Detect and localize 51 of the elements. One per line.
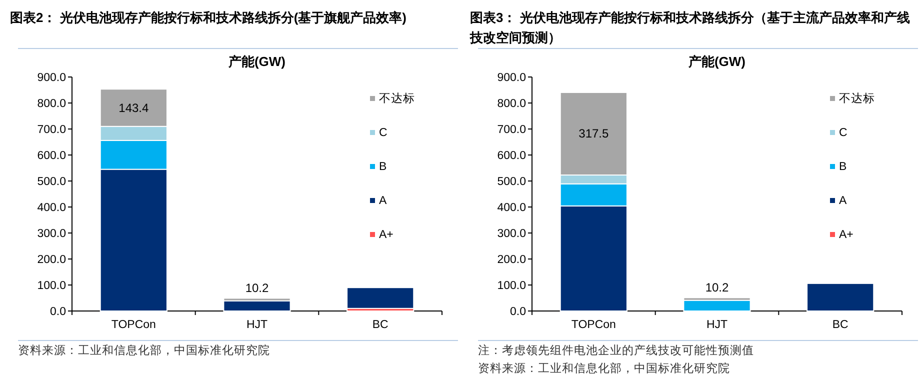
y-tick-label: 900.0 <box>497 72 526 84</box>
y-tick-label: 400.0 <box>497 202 526 214</box>
legend-label: A+ <box>379 229 394 241</box>
text: 资料来源：工业和信息化部，中国标准化研究院 <box>478 361 731 377</box>
y-tick-label: 200.0 <box>497 254 526 266</box>
y-tick-label: 0.0 <box>510 306 526 318</box>
data-label: 143.4 <box>118 100 150 115</box>
y-tick-label: 700.0 <box>37 124 66 136</box>
y-tick-label: 100.0 <box>497 280 526 292</box>
bar <box>683 300 751 312</box>
chart-title: 图表2： 光伏电池现存产能按行标和技术路线拆分(基于旗舰产品效率) <box>10 9 408 27</box>
data-label: 10.2 <box>245 281 269 296</box>
x-tick-label: HJT <box>246 319 268 331</box>
y-tick-label: 700.0 <box>497 124 526 136</box>
x-tick-label: BC <box>372 319 388 331</box>
y-tick-label: 900.0 <box>37 72 66 84</box>
chart-subtitle: 产能(GW) <box>687 54 746 69</box>
legend-label: B <box>839 161 847 173</box>
y-tick-label: 800.0 <box>37 98 66 110</box>
bar <box>806 282 874 312</box>
legend-label: C <box>379 127 388 139</box>
x-tick-label: TOPCon <box>571 319 616 331</box>
chart-subtitle: 产能(GW) <box>227 54 286 69</box>
y-tick-label: 200.0 <box>37 254 66 266</box>
y-tick-label: 400.0 <box>37 202 66 214</box>
y-tick-label: 0.0 <box>50 306 66 318</box>
legend-label: C <box>839 127 848 139</box>
y-tick-label: 100.0 <box>37 280 66 292</box>
x-tick-label: BC <box>832 319 848 331</box>
bar <box>346 287 414 309</box>
chart-title: 图表3： 光伏电池现存产能按行标和技术路线拆分（基于主流产品效率和产线技改空间预测） <box>470 9 911 47</box>
y-tick-label: 600.0 <box>37 150 66 162</box>
x-tick-label: HJT <box>706 319 728 331</box>
data-label: 317.5 <box>578 126 610 141</box>
data-label: 10.2 <box>705 280 729 295</box>
y-tick-label: 500.0 <box>37 176 66 188</box>
text: 资料来源：工业和信息化部，中国标准化研究院 <box>18 343 271 359</box>
y-tick-label: 800.0 <box>497 98 526 110</box>
y-tick-label: 500.0 <box>497 176 526 188</box>
x-tick-label: TOPCon <box>111 319 156 331</box>
legend-label: 不达标 <box>379 92 415 105</box>
y-tick-label: 300.0 <box>497 228 526 240</box>
legend-label: A+ <box>839 229 854 241</box>
text: 注：考虑领先组件电池企业的产线技改可能性预测值 <box>478 343 755 359</box>
legend-label: 不达标 <box>839 92 875 105</box>
legend-label: A <box>379 195 387 207</box>
y-tick-label: 300.0 <box>37 228 66 240</box>
y-tick-label: 600.0 <box>497 150 526 162</box>
legend-label: A <box>839 195 847 207</box>
bar <box>223 300 291 312</box>
legend-label: B <box>379 161 387 173</box>
